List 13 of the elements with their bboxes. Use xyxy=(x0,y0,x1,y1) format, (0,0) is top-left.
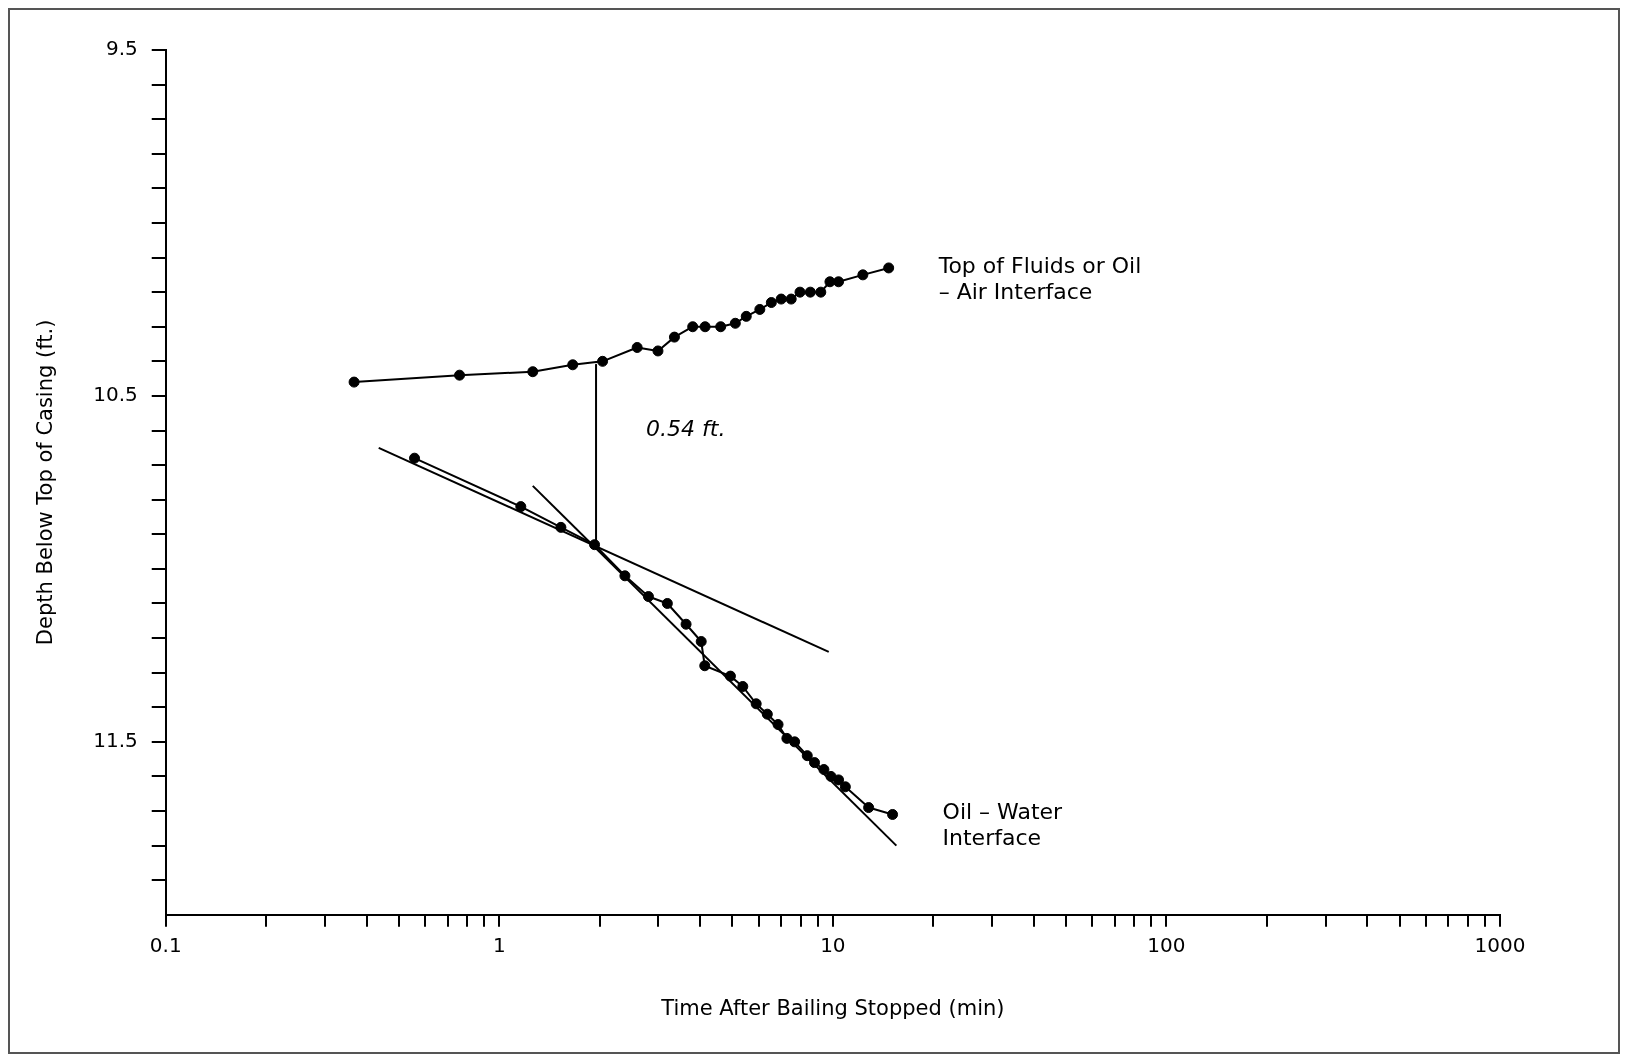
text: Oil – Water Interface xyxy=(942,799,1064,851)
x-axis-title: Time After Bailing Stopped (min) xyxy=(660,995,1005,1020)
y-tick-label: 9.5 xyxy=(105,36,138,61)
y-tick-label: 10.5 xyxy=(93,382,138,407)
x-tick-label: 0.1 xyxy=(149,933,182,957)
x-tick-label: 1 xyxy=(492,933,506,957)
x-tick-label: 1000 xyxy=(1474,933,1526,957)
annotation: 0.54 ft. xyxy=(646,416,726,442)
x-tick-label: 100 xyxy=(1147,933,1186,957)
x-tick-label: 10 xyxy=(820,933,846,957)
text: Top of Fluids or Oil – Air Interface xyxy=(937,252,1142,304)
y-tick-label: 11.5 xyxy=(93,728,138,753)
y-axis-title: Depth Below Top of Casing (ft.) xyxy=(33,319,58,646)
